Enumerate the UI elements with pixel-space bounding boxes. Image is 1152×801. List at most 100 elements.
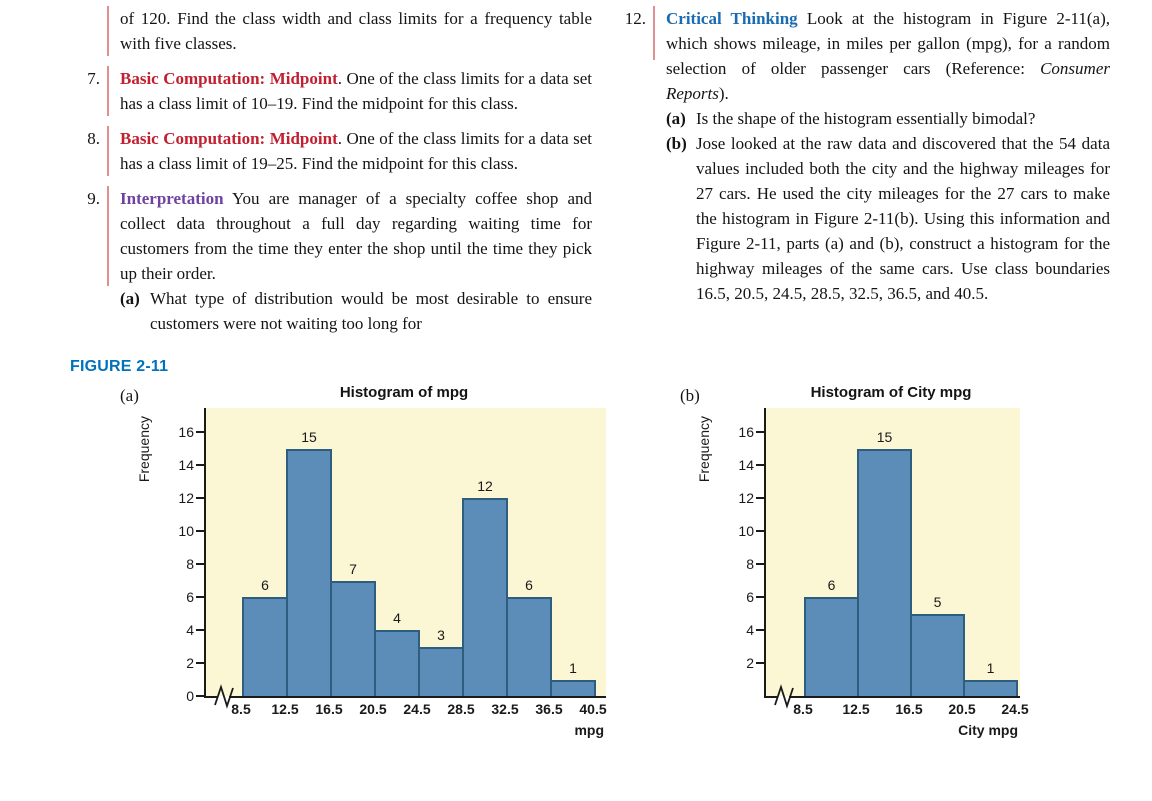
x-tick-label: 32.5 (491, 701, 519, 717)
exercise-12-part-a: (a) Is the shape of the histogram essent… (666, 106, 1110, 131)
exercise-body: ). (718, 84, 729, 103)
y-tick-mark (196, 497, 206, 499)
exercise-number: 8. (87, 129, 100, 148)
histogram-bar (910, 613, 965, 696)
plot-area: 6 15 5 1 (756, 408, 1020, 710)
right-column: 12. Critical Thinking Look at the histog… (616, 6, 1110, 346)
y-tick-label: 16 (738, 424, 754, 440)
y-tick-label: 12 (738, 490, 754, 506)
part-label: (a) (120, 289, 140, 308)
exercise-number (70, 6, 100, 56)
bar-value-label: 15 (876, 428, 893, 445)
part-label: (a) (666, 109, 686, 128)
axis-break-icon (214, 682, 234, 710)
x-tick-label: 36.5 (535, 701, 563, 717)
y-tick-label: 8 (186, 556, 194, 572)
y-tick-label: 8 (746, 556, 754, 572)
exercise-text: Critical Thinking Look at the histogram … (666, 6, 1110, 306)
exercise-number: 9. (87, 189, 100, 208)
chart-body: Frequency 2 4 6 8 10 12 14 16 6 15 5 1 (680, 408, 1022, 710)
exercise-rule (107, 186, 109, 286)
exercise-body: . One of the class limits for a data set… (120, 69, 592, 113)
x-axis: 8.5 12.5 16.5 20.5 24.5 (764, 698, 1028, 720)
panel-label: (a) (120, 386, 139, 405)
panel-label: (b) (680, 386, 700, 405)
bar-value-label: 5 (933, 593, 942, 610)
y-axis-label: Frequency (696, 416, 712, 483)
exercise-rule (653, 6, 655, 60)
bar-value-label: 3 (437, 626, 445, 643)
exercise-paragraph: Interpretation You are manager of a spec… (120, 186, 592, 286)
exercise-rule (107, 66, 109, 116)
bar-value-label: 4 (393, 610, 401, 626)
exercise-body: of 120. Find the class width and class l… (120, 9, 592, 53)
bar-value-label: 7 (349, 560, 357, 577)
y-tick-mark (756, 431, 766, 433)
x-tick-label: 16.5 (315, 701, 343, 717)
figure-label: FIGURE 2-11 (70, 358, 169, 375)
y-tick-label: 12 (178, 490, 194, 506)
x-tick-label: 20.5 (359, 701, 387, 717)
histogram-bar (804, 597, 859, 696)
exercise-number: 12. (624, 9, 646, 28)
y-tick-label: 14 (178, 457, 194, 473)
x-tick-label: 20.5 (948, 701, 976, 717)
bar-value-label: 6 (525, 577, 533, 593)
x-tick-label: 24.5 (1001, 701, 1029, 717)
histogram-bar (286, 448, 332, 696)
exercise-6-continuation: of 120. Find the class width and class l… (70, 6, 592, 56)
y-tick-mark (196, 695, 206, 697)
y-tick-label: 14 (738, 457, 754, 473)
histogram-bar (857, 448, 912, 696)
x-axis-label: mpg (574, 722, 604, 738)
y-tick-mark (196, 431, 206, 433)
exercise-number: 7. (87, 69, 100, 88)
y-axis: 0 2 4 6 8 10 12 14 16 (160, 408, 204, 704)
y-tick-label: 16 (178, 424, 194, 440)
y-tick-mark (756, 497, 766, 499)
axis-break-icon (774, 682, 794, 710)
y-tick-mark (196, 662, 206, 664)
exercise-text: Basic Computation: Midpoint. One of the … (120, 126, 592, 176)
x-tick-label: 24.5 (403, 701, 431, 717)
exercise-lead: Basic Computation: Midpoint (120, 69, 338, 88)
exercise-lead: Basic Computation: Midpoint (120, 129, 338, 148)
histogram-bar (462, 498, 508, 696)
x-tick-label: 12.5 (271, 701, 299, 717)
histogram-bar (963, 679, 1018, 696)
exercise-text: Interpretation You are manager of a spec… (120, 186, 592, 336)
histogram-city-mpg: (b) Histogram of City mpg Frequency 2 4 6 8… (680, 384, 1029, 738)
exercise-12: 12. Critical Thinking Look at the histog… (616, 6, 1110, 306)
part-text: Is the shape of the histogram essentiall… (696, 109, 1036, 128)
y-axis-label: Frequency (136, 416, 152, 483)
text-columns: of 120. Find the class width and class l… (0, 0, 1152, 346)
y-tick-mark (196, 596, 206, 598)
y-tick-label: 6 (186, 589, 194, 605)
figure-2-11: FIGURE 2-11 (a) Histogram of mpg Frequen… (70, 358, 1152, 738)
y-tick-label: 6 (746, 589, 754, 605)
x-tick-label: 12.5 (842, 701, 870, 717)
histogram-bar (374, 630, 420, 696)
y-tick-mark (756, 530, 766, 532)
y-tick-mark (196, 464, 206, 466)
part-text: What type of distribution would be most … (150, 289, 592, 333)
histogram-mpg: (a) Histogram of mpg Frequency 0 2 4 6 8 10 12… (120, 384, 608, 738)
y-tick-mark (756, 629, 766, 631)
y-tick-label: 2 (186, 655, 194, 671)
histogram-bar (330, 580, 376, 696)
exercise-9-part-a: (a) What type of distribution would be m… (120, 286, 592, 336)
x-tick-label: 8.5 (231, 701, 251, 717)
y-tick-mark (196, 563, 206, 565)
y-tick-label: 10 (738, 523, 754, 539)
y-tick-mark (756, 662, 766, 664)
exercise-body: . One of the class limits for a data set… (120, 129, 592, 173)
bar-value-label: 1 (569, 659, 577, 676)
exercise-text: Basic Computation: Midpoint. One of the … (120, 66, 592, 116)
histogram-bar (506, 597, 552, 696)
y-tick-mark (196, 629, 206, 631)
y-tick-mark (756, 596, 766, 598)
y-tick-label: 4 (186, 622, 194, 638)
y-tick-mark (756, 563, 766, 565)
y-axis: 2 4 6 8 10 12 14 16 (720, 408, 764, 696)
exercise-rule (107, 6, 109, 56)
